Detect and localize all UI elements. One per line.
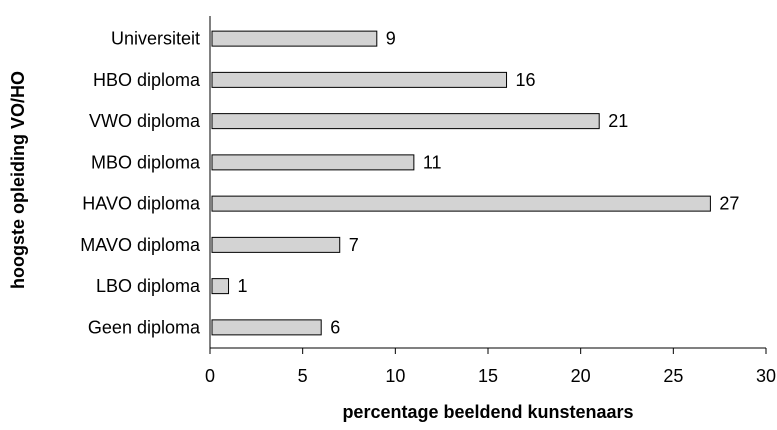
bar-havo-diploma [211, 195, 711, 212]
x-tick-label: 30 [756, 366, 776, 386]
category-label: MBO diploma [91, 152, 201, 172]
x-tick-label: 25 [663, 366, 683, 386]
bar-mbo-diploma [211, 154, 415, 171]
bar-mavo-diploma [211, 236, 341, 253]
x-tick-label: 5 [298, 366, 308, 386]
x-tick-label: 10 [385, 366, 405, 386]
category-label: HAVO diploma [82, 194, 201, 214]
category-label: Universiteit [111, 29, 200, 49]
value-label: 1 [238, 276, 248, 296]
category-label: MAVO diploma [80, 235, 201, 255]
bars-layer [211, 30, 711, 336]
value-label: 21 [608, 111, 628, 131]
y-axis-title: hoogste opleiding VO/HO [8, 71, 28, 289]
axis-layer: 0 5 10 15 20 25 30 [205, 16, 776, 386]
value-label: 6 [330, 317, 340, 337]
value-label: 16 [516, 70, 536, 90]
category-label: Geen diploma [88, 317, 201, 337]
x-axis-title: percentage beeldend kunstenaars [342, 402, 633, 422]
category-label: LBO diploma [96, 276, 201, 296]
value-label: 27 [719, 194, 739, 214]
value-label: 11 [423, 152, 442, 172]
bar-hbo-diploma [211, 71, 508, 88]
bar-vwo-diploma [211, 113, 600, 130]
value-label: 9 [386, 29, 396, 49]
bar-lbo-diploma [211, 278, 230, 295]
value-label: 7 [349, 235, 359, 255]
x-tick-label: 15 [478, 366, 498, 386]
bar-geen-diploma [211, 319, 322, 336]
x-tick-label: 0 [205, 366, 215, 386]
bar-universiteit [211, 30, 378, 47]
category-label: HBO diploma [93, 70, 201, 90]
x-tick-label: 20 [571, 366, 591, 386]
category-label: VWO diploma [89, 111, 201, 131]
